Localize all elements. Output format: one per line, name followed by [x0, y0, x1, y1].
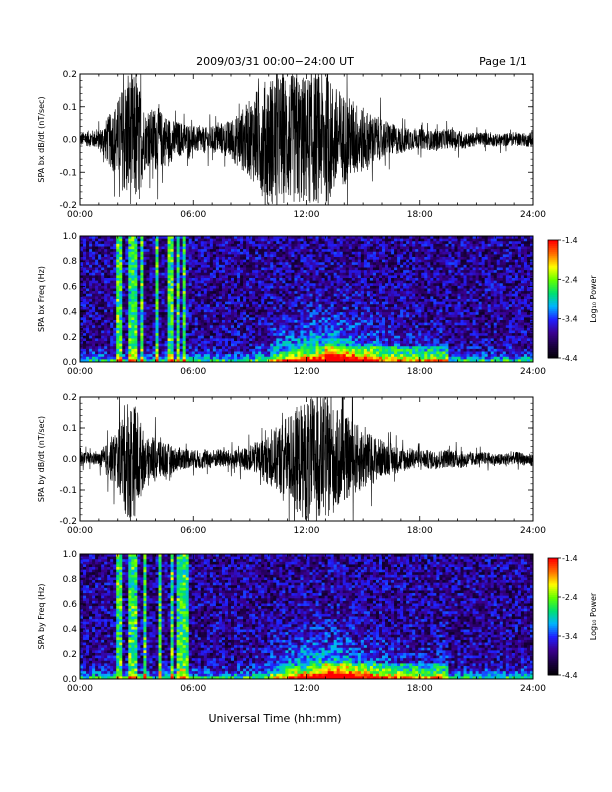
- colorbar-tick-label: -4.4: [562, 671, 578, 680]
- colorbar-tick-label: -1.4: [562, 236, 578, 245]
- y-tick-label: 0.1: [63, 103, 77, 113]
- panels-group: 00:00 06:00 12:00 18:00 24:00 0.2 0.1 0.0 -0.1 -0…: [37, 70, 598, 694]
- y-tick-label: 1.0: [63, 550, 78, 560]
- x-tick-label: 18:00: [407, 210, 433, 220]
- y-axis-label: SPA by dB/dt (nT/sec): [37, 416, 46, 502]
- y-tick-label: 0.2: [63, 393, 77, 403]
- date-range-title: 2009/03/31 00:00−24:00 UT: [196, 55, 354, 68]
- y-tick-label: 0.0: [63, 455, 78, 465]
- y-tick-label: 1.0: [63, 232, 78, 242]
- x-tick-label: 06:00: [180, 367, 206, 377]
- colorbar-tick-label: -4.4: [562, 354, 578, 363]
- y-axis-label: SPA bx Freq (Hz): [37, 266, 46, 332]
- y-tick-label: 0.2: [63, 70, 77, 80]
- colorbar-tick-label: -3.4: [562, 315, 578, 324]
- x-tick-label: 00:00: [67, 210, 93, 220]
- page-indicator: Page 1/1: [479, 55, 527, 68]
- x-tick-label: 18:00: [407, 526, 433, 536]
- y-tick-label: 0.0: [63, 358, 78, 368]
- colorbar-tick-label: -3.4: [562, 632, 578, 641]
- y-tick-label: 0.8: [63, 257, 78, 267]
- x-tick-label: 18:00: [407, 367, 433, 377]
- y-axis-label: SPA bx dB/dt (nT/sec): [37, 96, 46, 182]
- spectrogram-cells-1: [80, 236, 534, 363]
- y-tick-label: 0.1: [63, 424, 77, 434]
- y-tick-label: 0.8: [63, 575, 78, 585]
- x-axis-label: Universal Time (hh:mm): [209, 712, 342, 725]
- y-tick-label: 0.4: [63, 625, 78, 635]
- dbdt-trace-0: [80, 74, 533, 205]
- y-tick-label: 0.0: [63, 136, 78, 146]
- x-tick-label: 06:00: [180, 684, 206, 694]
- x-tick-label: 12:00: [294, 367, 320, 377]
- x-tick-label: 00:00: [67, 526, 93, 536]
- y-tick-label: 0.6: [63, 600, 78, 610]
- x-tick-label: 06:00: [180, 210, 206, 220]
- x-tick-label: 12:00: [294, 210, 320, 220]
- x-tick-label: 06:00: [180, 526, 206, 536]
- y-tick-label: 0.4: [63, 308, 78, 318]
- y-tick-label: 0.0: [63, 675, 78, 685]
- colorbar-label: Log₁₀ Power: [589, 592, 598, 640]
- colorbar-tick-label: -1.4: [562, 554, 578, 563]
- x-tick-label: 12:00: [294, 526, 320, 536]
- colorbar-tick-label: -2.4: [562, 275, 578, 284]
- y-tick-label: -0.2: [59, 517, 77, 527]
- y-tick-label: 0.6: [63, 282, 78, 292]
- y-tick-label: 0.2: [63, 650, 77, 660]
- colorbar-tick-label: -2.4: [562, 593, 578, 602]
- y-tick-label: 0.2: [63, 333, 77, 343]
- x-tick-label: 24:00: [520, 210, 546, 220]
- y-axis-label: SPA by Freq (Hz): [37, 584, 46, 650]
- x-tick-label: 12:00: [294, 684, 320, 694]
- y-tick-label: -0.1: [59, 486, 77, 496]
- dbdt-trace-2: [80, 397, 533, 521]
- spectrogram-cells-3: [80, 554, 534, 680]
- x-tick-label: 00:00: [67, 367, 93, 377]
- colorbar-label: Log₁₀ Power: [589, 275, 598, 323]
- y-tick-label: -0.2: [59, 201, 77, 211]
- x-tick-label: 00:00: [67, 684, 93, 694]
- y-tick-label: -0.1: [59, 168, 77, 178]
- colorbar-3: [547, 557, 559, 676]
- x-tick-label: 24:00: [520, 526, 546, 536]
- x-tick-label: 24:00: [520, 367, 546, 377]
- x-tick-label: 24:00: [520, 684, 546, 694]
- colorbar-1: [547, 239, 559, 359]
- x-tick-label: 18:00: [407, 684, 433, 694]
